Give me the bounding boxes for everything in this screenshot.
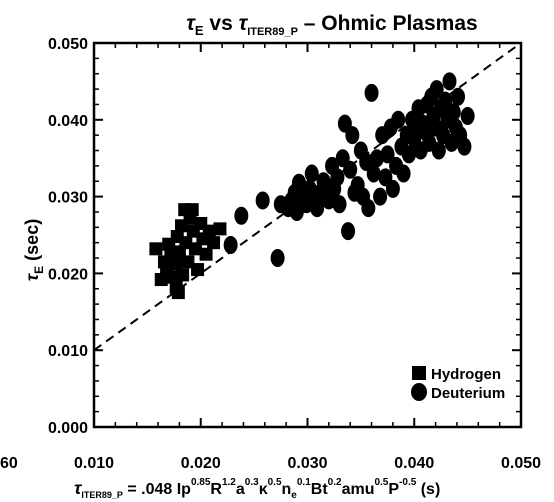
deuterium-point	[234, 206, 249, 225]
ylabel-tau: τ	[22, 272, 42, 281]
hydrogen-point	[168, 257, 182, 271]
x-tick-label: 0.050	[501, 455, 541, 472]
deuterium-point	[457, 137, 472, 156]
x-tick-label: 0.030	[287, 455, 327, 472]
xlabel-term-exp: -0.5	[399, 477, 417, 488]
xlabel-term-exp: 0.85	[191, 477, 211, 488]
xlabel-term-exp: 0.5	[374, 477, 388, 488]
hydrogen-point	[154, 273, 168, 287]
deuterium-point	[391, 110, 406, 129]
legend-label-deuterium: Deuterium	[431, 385, 505, 402]
xlabel-term-base: a	[236, 481, 245, 498]
x-tick-label: 0.020	[181, 455, 221, 472]
deuterium-point	[369, 149, 384, 168]
deuterium-point	[396, 164, 411, 183]
y-tick-label: 0.000	[48, 420, 88, 437]
deuterium-point	[446, 103, 461, 122]
xlabel-unit: (s)	[416, 481, 440, 498]
deuterium-point	[361, 199, 376, 218]
deuterium-point	[431, 141, 446, 160]
legend-marker-deuterium	[411, 383, 427, 401]
deuterium-point	[332, 195, 347, 214]
x-tick-label: 0.010	[74, 455, 114, 472]
cropped-tick-fragment: 60	[0, 455, 18, 472]
y-tick-label: 0.030	[48, 190, 88, 207]
xlabel-term-exp: 0.1	[297, 477, 311, 488]
deuterium-point	[255, 191, 270, 210]
hydrogen-point	[185, 203, 199, 217]
y-tick-labels: 0.000 0.010 0.020 0.030 0.040 0.050	[48, 36, 88, 437]
hydrogen-point	[171, 286, 185, 300]
title-tau-e: τ	[186, 12, 196, 35]
xlabel-term-exp: 1.2	[222, 477, 236, 488]
deuterium-point	[270, 249, 285, 268]
hydrogen-point	[213, 222, 227, 236]
chart-title: τE vs τITER89_P – Ohmic Plasmas	[186, 12, 477, 38]
y-axis-label: τE (sec)	[22, 219, 46, 281]
xlabel-term-base: Bt	[311, 481, 329, 498]
hydrogen-point	[207, 236, 221, 250]
title-sub-e: E	[195, 23, 204, 38]
xlabel-term-exp: 0.5	[268, 477, 282, 488]
xlabel-term-sub: e	[291, 490, 297, 501]
deuterium-point	[385, 179, 400, 198]
title-sub-iter: ITER89_P	[247, 26, 298, 38]
ylabel-sub: E	[32, 266, 46, 274]
xlabel-term-base: R	[210, 481, 222, 498]
hydrogen-point	[149, 242, 163, 256]
xlabel-term-exp: 0.2	[328, 477, 342, 488]
y-tick-label: 0.050	[48, 36, 88, 53]
deuterium-point	[438, 91, 453, 110]
xlabel-term-base: n	[282, 481, 292, 498]
deuterium-point	[341, 222, 356, 241]
title-tau-iter: τ	[239, 12, 249, 35]
y-tick-label: 0.010	[48, 343, 88, 360]
legend: Hydrogen Deuterium	[411, 366, 505, 402]
deuterium-point	[380, 145, 395, 164]
hydrogen-point	[165, 270, 179, 284]
hydrogen-point	[188, 242, 202, 256]
deuterium-point	[304, 164, 319, 183]
y-tick-label: 0.040	[48, 113, 88, 130]
deuterium-point	[223, 235, 238, 254]
deuterium-point	[345, 126, 360, 145]
xlabel-term-base: κ	[259, 481, 268, 498]
title-vs: vs	[204, 12, 239, 35]
hydrogen-point	[191, 263, 205, 277]
deuterium-point	[366, 164, 381, 183]
deuterium-point	[316, 172, 331, 191]
x-tick-labels: 0.010 0.020 0.030 0.040 0.050	[74, 455, 541, 472]
hydrogen-point	[202, 224, 216, 238]
deuterium-point	[401, 145, 416, 164]
title-rest: – Ohmic Plasmas	[298, 12, 478, 35]
xlabel-term-base: Ip	[177, 481, 191, 498]
plot-frame	[92, 41, 523, 429]
deuterium-point	[310, 199, 325, 218]
deuterium-point	[460, 106, 475, 125]
deuterium-point	[343, 160, 358, 179]
deuterium-point	[291, 173, 306, 192]
legend-marker-hydrogen	[412, 366, 426, 380]
ylabel-unit: (sec)	[22, 219, 42, 266]
deuterium-point	[451, 87, 466, 106]
data-points	[149, 72, 475, 300]
deuterium-point	[373, 187, 388, 206]
xlabel-sub: ITER89_P	[81, 490, 123, 500]
xlabel-term-base: amu	[342, 481, 375, 498]
deuterium-point	[442, 72, 457, 91]
x-axis-label: τITER89_P = .048 Ip0.85​R1.2​a0.3​κ0.5​n…	[74, 477, 440, 501]
xlabel-tau: τ	[74, 478, 83, 498]
hydrogen-point	[199, 247, 213, 261]
y-tick-label: 0.020	[48, 266, 88, 283]
legend-label-hydrogen: Hydrogen	[431, 366, 501, 383]
xlabel-term-base: P	[388, 481, 399, 498]
hydrogen-point	[176, 268, 190, 282]
deuterium-point	[429, 80, 444, 99]
xlabel-eq: = .048	[123, 481, 177, 498]
x-tick-label: 0.040	[394, 455, 434, 472]
xlabel-term-exp: 0.3	[245, 477, 259, 488]
deuterium-point	[364, 83, 379, 102]
deuterium-point	[330, 168, 345, 187]
